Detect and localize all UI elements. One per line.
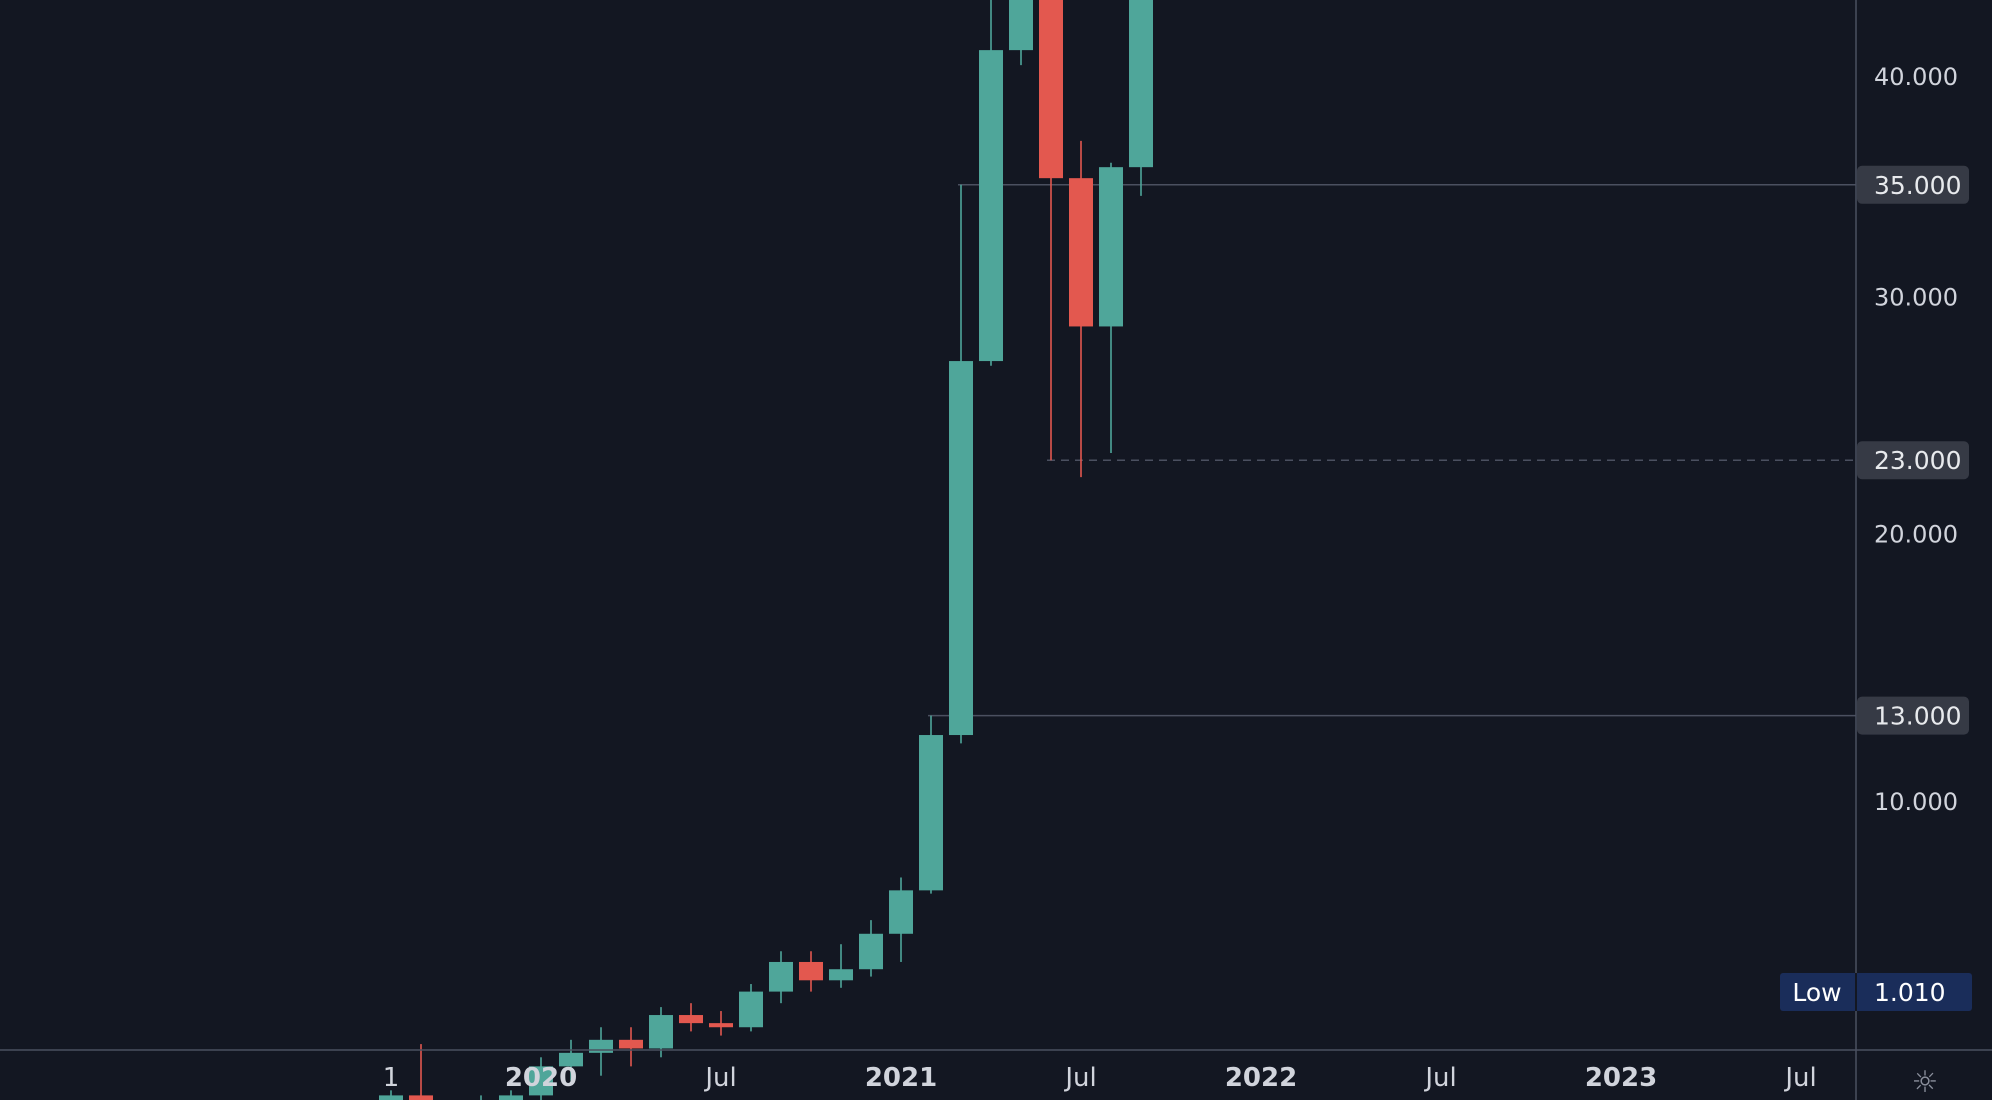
price-tags: 55.00035.00023.00013.000High84.746Low1.0… (1780, 165, 1972, 1011)
candles[interactable] (379, 0, 1273, 1100)
price-tick-label: 10.000 (1874, 788, 1958, 816)
candle-body[interactable] (919, 735, 943, 891)
candle-body[interactable] (559, 1052, 583, 1067)
level-price-tag (1857, 165, 1969, 204)
price-axis[interactable]: 90.00080.00070.00060.00040.00030.00020.0… (1855, 0, 1958, 1100)
candle-body[interactable] (1039, 0, 1063, 179)
time-tick-label: 2021 (865, 1063, 937, 1093)
candle-body[interactable] (589, 1039, 613, 1053)
level-price-label: 35.000 (1874, 171, 1961, 200)
candle-body[interactable] (649, 1015, 673, 1049)
level-price-tag (1857, 441, 1969, 480)
candle-body[interactable] (1009, 0, 1033, 51)
time-axis[interactable]: 1 2020 Jul 2021 Jul 2022 Jul 2023 Jul (0, 1049, 1992, 1093)
time-tick-label: 2023 (1585, 1063, 1657, 1093)
level-price-tag (1857, 696, 1969, 735)
time-tick-label: 2020 (505, 1063, 577, 1093)
candle-body[interactable] (1129, 0, 1153, 168)
level-price-label: 13.000 (1874, 702, 1961, 731)
price-tick-label: 30.000 (1874, 284, 1958, 312)
candle-body[interactable] (619, 1039, 643, 1049)
candle-body[interactable] (379, 1095, 403, 1100)
low-tag-label: Low (1792, 978, 1841, 1007)
time-tick-label: 2022 (1225, 1063, 1297, 1093)
candle-body[interactable] (529, 1066, 553, 1096)
level-price-label: 23.000 (1874, 446, 1961, 475)
candle-body[interactable] (799, 961, 823, 981)
low-tag-value: 1.010 (1874, 978, 1946, 1007)
time-tick-label: Jul (703, 1063, 736, 1093)
candle-body[interactable] (499, 1095, 523, 1100)
candle-body[interactable] (949, 361, 973, 736)
candle-body[interactable] (739, 991, 763, 1028)
low-tag (1780, 973, 1972, 1011)
settings-sun-icon[interactable]: ☼ (1912, 1065, 1939, 1100)
candle-body[interactable] (859, 933, 883, 970)
candle-body[interactable] (979, 50, 1003, 362)
candle-body[interactable] (769, 961, 793, 992)
candle-body[interactable] (1069, 178, 1093, 327)
price-tick-label: 20.000 (1874, 520, 1958, 548)
time-tick-label: Jul (1423, 1063, 1456, 1093)
time-tick-label: Jul (1783, 1063, 1816, 1093)
time-tick-label: Jul (1063, 1063, 1096, 1093)
candle-body[interactable] (679, 1015, 703, 1024)
time-tick-label: 1 (383, 1063, 400, 1093)
price-tick-label: 40.000 (1874, 63, 1958, 91)
candle-body[interactable] (709, 1023, 733, 1028)
candle-body[interactable] (1099, 167, 1123, 327)
candle-body[interactable] (829, 969, 853, 981)
candle-body[interactable] (889, 890, 913, 934)
candle-body[interactable] (409, 1095, 433, 1100)
